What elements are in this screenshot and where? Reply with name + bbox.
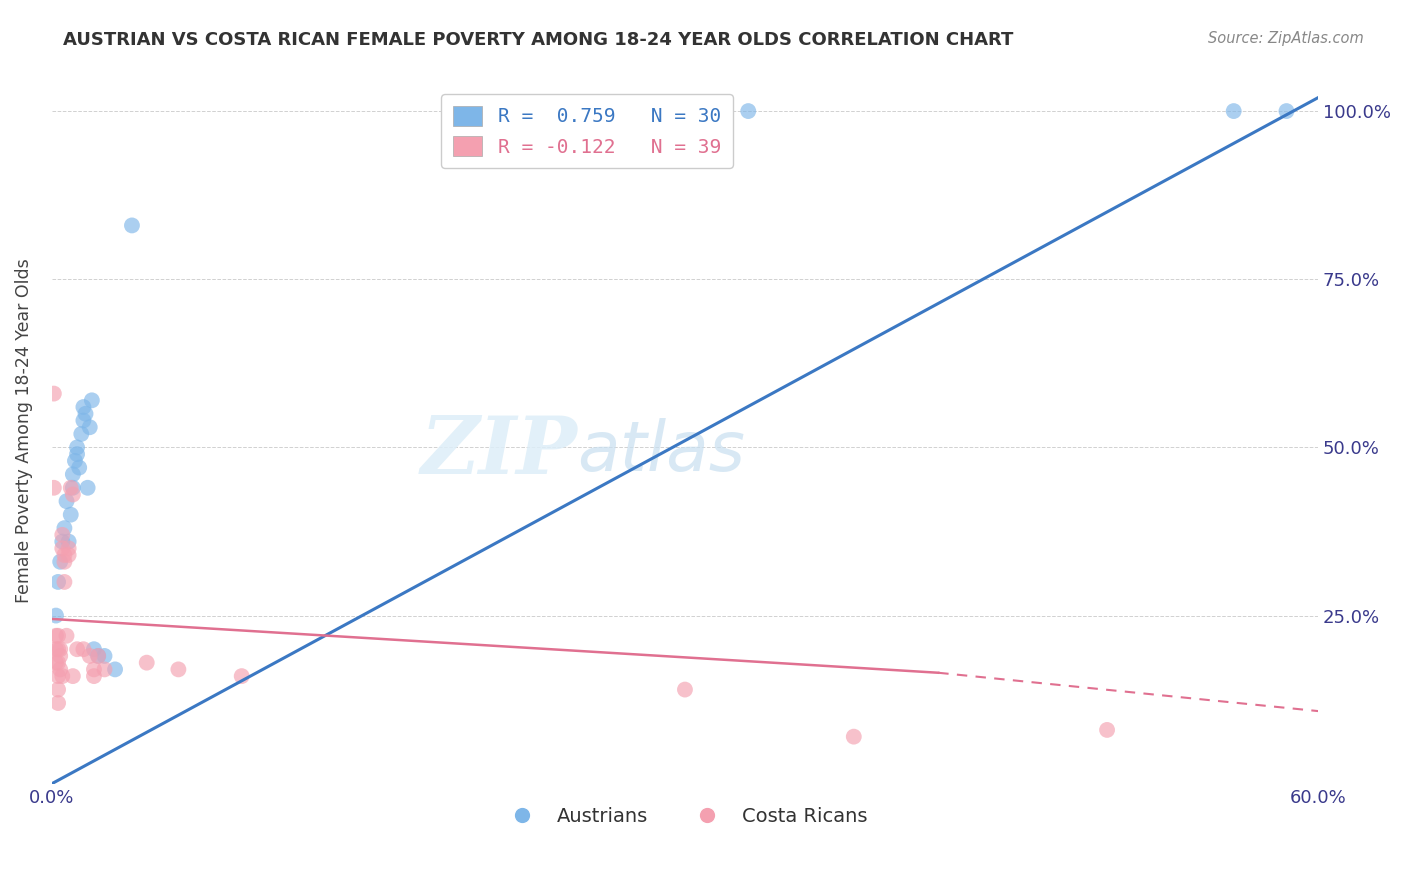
Point bbox=[49, 648, 72, 663]
Point bbox=[121, 219, 143, 233]
Text: AUSTRIAN VS COSTA RICAN FEMALE POVERTY AMONG 18-24 YEAR OLDS CORRELATION CHART: AUSTRIAN VS COSTA RICAN FEMALE POVERTY A… bbox=[63, 31, 1014, 49]
Point bbox=[45, 629, 67, 643]
Point bbox=[42, 481, 65, 495]
Point bbox=[62, 487, 84, 501]
Point bbox=[79, 648, 101, 663]
Point bbox=[46, 682, 69, 697]
Point bbox=[842, 730, 865, 744]
Point bbox=[46, 574, 69, 589]
Point bbox=[72, 413, 94, 427]
Point bbox=[72, 642, 94, 657]
Point bbox=[66, 441, 89, 455]
Point bbox=[53, 555, 76, 569]
Point bbox=[87, 648, 110, 663]
Point bbox=[76, 481, 98, 495]
Point bbox=[58, 548, 80, 562]
Point bbox=[1275, 104, 1298, 119]
Y-axis label: Female Poverty Among 18-24 Year Olds: Female Poverty Among 18-24 Year Olds bbox=[15, 258, 32, 603]
Point bbox=[87, 648, 110, 663]
Point bbox=[59, 508, 82, 522]
Point bbox=[51, 534, 73, 549]
Point bbox=[67, 460, 90, 475]
Point bbox=[49, 662, 72, 676]
Point bbox=[80, 393, 103, 408]
Point bbox=[66, 447, 89, 461]
Point bbox=[45, 656, 67, 670]
Point bbox=[51, 528, 73, 542]
Point bbox=[53, 521, 76, 535]
Legend: Austrians, Costa Ricans: Austrians, Costa Ricans bbox=[495, 799, 875, 834]
Point bbox=[231, 669, 253, 683]
Point bbox=[46, 656, 69, 670]
Point bbox=[62, 481, 84, 495]
Point bbox=[53, 548, 76, 562]
Point bbox=[45, 608, 67, 623]
Point bbox=[70, 426, 93, 441]
Point bbox=[83, 642, 105, 657]
Point bbox=[673, 682, 696, 697]
Point bbox=[46, 629, 69, 643]
Point bbox=[58, 541, 80, 556]
Point bbox=[79, 420, 101, 434]
Point bbox=[66, 642, 89, 657]
Point bbox=[93, 648, 115, 663]
Point bbox=[167, 662, 190, 676]
Point bbox=[83, 669, 105, 683]
Point bbox=[72, 400, 94, 414]
Point bbox=[1222, 104, 1244, 119]
Point bbox=[46, 669, 69, 683]
Point bbox=[135, 656, 157, 670]
Point bbox=[55, 629, 77, 643]
Point bbox=[75, 407, 97, 421]
Point bbox=[737, 104, 759, 119]
Point bbox=[673, 104, 696, 119]
Text: atlas: atlas bbox=[578, 418, 745, 485]
Point bbox=[83, 662, 105, 676]
Point bbox=[93, 662, 115, 676]
Point bbox=[53, 574, 76, 589]
Point bbox=[45, 642, 67, 657]
Point bbox=[51, 541, 73, 556]
Point bbox=[1095, 723, 1118, 737]
Point bbox=[104, 662, 127, 676]
Point bbox=[46, 642, 69, 657]
Point bbox=[62, 669, 84, 683]
Point bbox=[49, 642, 72, 657]
Point bbox=[58, 534, 80, 549]
Point bbox=[42, 386, 65, 401]
Point bbox=[62, 467, 84, 482]
Text: ZIP: ZIP bbox=[420, 413, 578, 491]
Point bbox=[63, 454, 86, 468]
Point bbox=[49, 555, 72, 569]
Point bbox=[51, 669, 73, 683]
Point bbox=[59, 481, 82, 495]
Text: Source: ZipAtlas.com: Source: ZipAtlas.com bbox=[1208, 31, 1364, 46]
Point bbox=[55, 494, 77, 508]
Point bbox=[46, 696, 69, 710]
